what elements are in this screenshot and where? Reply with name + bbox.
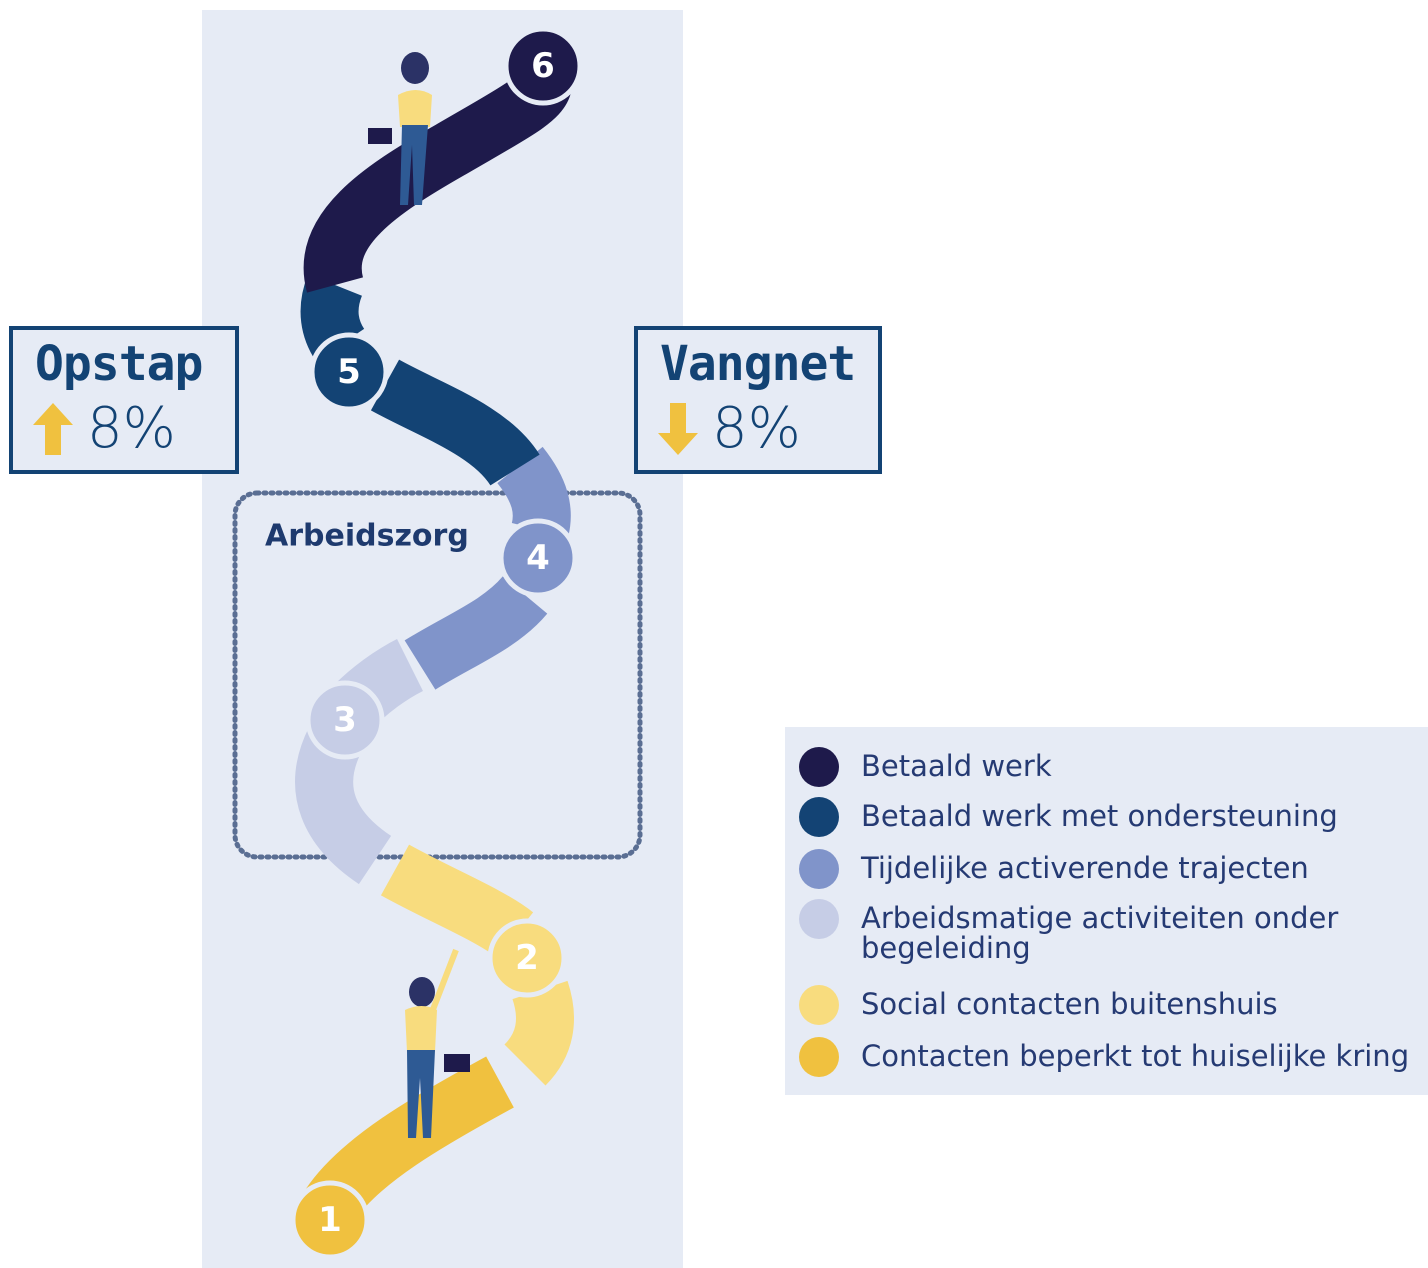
legend-swatch (799, 747, 839, 787)
step-number: 2 (515, 938, 539, 978)
box-title: Opstap (35, 336, 202, 392)
legend-item: Betaald werk met ondersteuning (799, 801, 1421, 837)
opstap-box: Opstap 8% (9, 326, 239, 474)
step-number: 5 (337, 352, 361, 392)
legend-label: Arbeidsmatige activiteiten onder begelei… (861, 903, 1361, 963)
box-value: 8% (87, 396, 176, 461)
box-value: 8% (712, 396, 801, 461)
legend-label: Social contacten buitenshuis (861, 989, 1421, 1019)
legend-swatch (799, 1037, 839, 1077)
legend-swatch (799, 985, 839, 1025)
legend-swatch (799, 849, 839, 889)
legend-item: Betaald werk (799, 751, 1421, 787)
step-number: 1 (318, 1200, 342, 1240)
legend: Betaald werk Betaald werk met ondersteuni… (785, 727, 1428, 1095)
arrow-up (33, 403, 73, 455)
legend-label: Tijdelijke activerende trajecten (861, 853, 1421, 883)
zone-label: Arbeidszorg (265, 519, 469, 554)
legend-item: Social contacten buitenshuis (799, 989, 1421, 1025)
vangnet-box: Vangnet 8% (634, 326, 882, 474)
legend-item: Tijdelijke activerende trajecten (799, 853, 1421, 889)
arrow-down (658, 403, 698, 455)
step-number: 4 (526, 538, 550, 578)
box-title: Vangnet (660, 336, 855, 392)
legend-label: Betaald werk met ondersteuning (861, 801, 1421, 831)
legend-swatch (799, 899, 839, 939)
legend-label: Contacten beperkt tot huiselijke kring (861, 1041, 1421, 1071)
legend-label: Betaald werk (861, 751, 1421, 781)
legend-swatch (799, 797, 839, 837)
step-number: 3 (333, 700, 357, 740)
legend-item: Contacten beperkt tot huiselijke kring (799, 1041, 1421, 1077)
legend-item: Arbeidsmatige activiteiten onder begelei… (799, 903, 1361, 963)
page: Arbeidszorg 123456 Opstap 8% Vangnet 8% … (0, 0, 1428, 1268)
step-number: 6 (531, 46, 555, 86)
